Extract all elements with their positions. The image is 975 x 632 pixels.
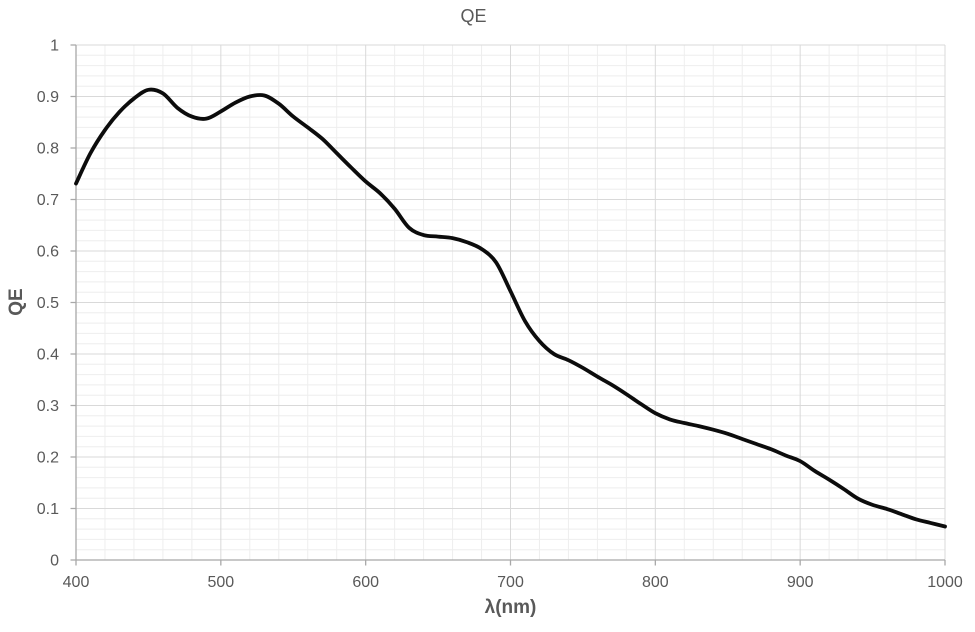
y-tick-label: 0.5 [37,295,59,312]
x-axis-title: λ(nm) [484,597,537,618]
y-tick-label: 0.8 [37,141,59,158]
x-tick-label: 400 [63,574,90,591]
y-tick-label: 0.6 [37,244,59,261]
x-axis-tick-labels: 400 500 600 700 800 900 1000 [63,574,963,591]
y-tick-label: 0.2 [37,450,59,467]
y-tick-label: 0.3 [37,398,59,415]
x-tick-label: 900 [787,574,814,591]
qe-series-line [74,87,947,529]
tick-marks-path [70,44,946,566]
axis-tick-marks [70,44,946,566]
y-tick-label: 0.4 [37,347,59,364]
y-tick-label: 0.9 [37,89,59,106]
y-tick-label: 1 [50,38,59,55]
y-tick-label: 0 [50,553,59,570]
y-axis-tick-labels: 0 0.1 0.2 0.3 0.4 0.5 0.6 0.7 0.8 0.9 1 [37,38,59,570]
chart-title: QE [460,6,487,26]
major-gridlines [76,44,946,560]
x-tick-label: 500 [207,574,234,591]
y-tick-label: 0.7 [37,192,59,209]
major-grid-path [76,44,946,560]
y-tick-label: 0.1 [37,501,59,518]
x-tick-label: 600 [352,574,379,591]
x-tick-label: 800 [642,574,669,591]
x-tick-label: 1000 [927,574,963,591]
x-tick-label: 700 [497,574,524,591]
